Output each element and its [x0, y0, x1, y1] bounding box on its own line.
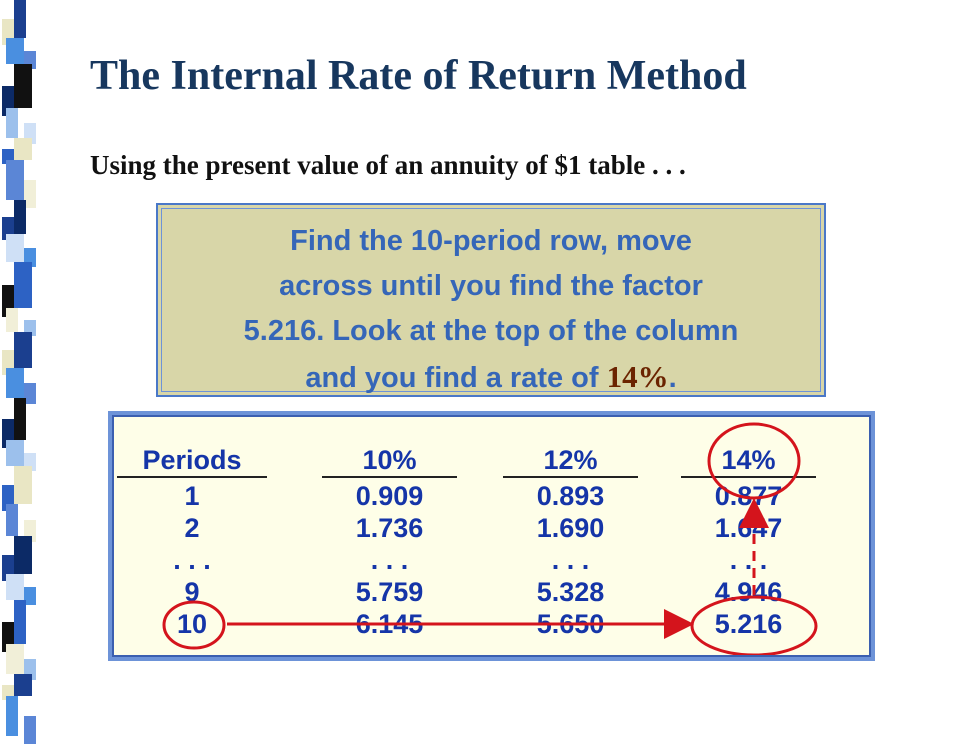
strip-segment	[6, 574, 24, 600]
table-cell-periods: 2	[184, 513, 200, 543]
table-cell-rate-10: 5.759	[355, 577, 424, 607]
callout-line: across until you find the factor	[279, 270, 703, 302]
strip-segment	[6, 504, 18, 536]
strip-segment	[6, 234, 24, 262]
col-14-circle	[707, 422, 801, 500]
strip-segment	[6, 368, 24, 398]
table-cell-periods: 1	[184, 481, 200, 511]
strip-segment	[6, 440, 24, 466]
strip-segment	[6, 160, 24, 200]
table-cell-rate-14: 5.216	[714, 609, 783, 639]
table-cell-periods: 9	[184, 577, 200, 607]
table-header-rate-12: 12%	[503, 445, 638, 478]
strip-segment	[14, 0, 26, 38]
strip-segment	[24, 587, 36, 605]
table-cell-periods: 10	[176, 609, 208, 639]
table-cell-rate-12: 0.893	[536, 481, 605, 511]
strip-segment	[24, 180, 36, 208]
table-cell-rate-12: . . .	[551, 545, 590, 575]
rate-highlight: 14%	[606, 359, 669, 394]
strip-segment	[6, 308, 18, 332]
strip-segment	[6, 108, 18, 138]
strip-segment	[6, 696, 18, 736]
callout-line: Find the 10-period row, move	[290, 225, 692, 257]
table-annotation-overlay	[162, 422, 818, 655]
factor-5216-circle	[690, 595, 818, 655]
table-cell-rate-10: 0.909	[355, 481, 424, 511]
strip-segment	[14, 600, 26, 644]
table-cell-rate-14: 4.946	[714, 577, 783, 607]
strip-segment	[14, 64, 32, 108]
table-cell-rate-10: 1.736	[355, 513, 424, 543]
strip-segment	[14, 138, 32, 160]
table-header-rate-10: 10%	[322, 445, 457, 478]
table-header-periods: Periods	[117, 445, 267, 478]
annuity-table-panel: Periods 10% 12% 14% 1 0.909 0.893 0.877 2 1.736 1.…	[108, 411, 875, 661]
decorative-side-strip	[0, 0, 44, 744]
strip-segment	[14, 536, 32, 574]
instruction-callout: Find the 10-period row, move across unti…	[156, 203, 826, 397]
strip-segment	[6, 38, 24, 64]
strip-segment	[24, 383, 36, 404]
annuity-table: Periods 10% 12% 14% 1 0.909 0.893 0.877 2 1.736 1.…	[112, 415, 871, 657]
strip-segment	[14, 398, 26, 440]
strip-segment	[14, 674, 32, 696]
table-cell-rate-12: 5.328	[536, 577, 605, 607]
table-cell-rate-10: . . .	[370, 545, 409, 575]
callout-line: 5.216. Look at the top of the column	[243, 315, 739, 347]
strip-segment	[14, 332, 32, 368]
table-cell-rate-14: . . .	[729, 545, 768, 575]
slide-subtitle: Using the present value of an annuity of…	[90, 150, 686, 180]
callout-line-final: and you find a rate of 14%.	[158, 354, 824, 401]
row-10-circle	[162, 600, 226, 650]
callout-text: Find the 10-period row, move across unti…	[158, 219, 824, 401]
strip-segment	[14, 200, 26, 234]
callout-line-suffix: .	[668, 362, 677, 394]
slide-title: The Internal Rate of Return Method	[90, 53, 747, 99]
table-header-rate-14: 14%	[681, 445, 816, 478]
callout-line-prefix: and you find a rate of	[305, 362, 607, 394]
table-cell-periods: . . .	[173, 545, 211, 575]
strip-segment	[24, 716, 36, 744]
strip-segment	[6, 644, 24, 674]
table-cell-rate-12: 1.690	[536, 513, 605, 543]
strip-segment	[14, 466, 32, 504]
strip-segment	[14, 262, 32, 308]
